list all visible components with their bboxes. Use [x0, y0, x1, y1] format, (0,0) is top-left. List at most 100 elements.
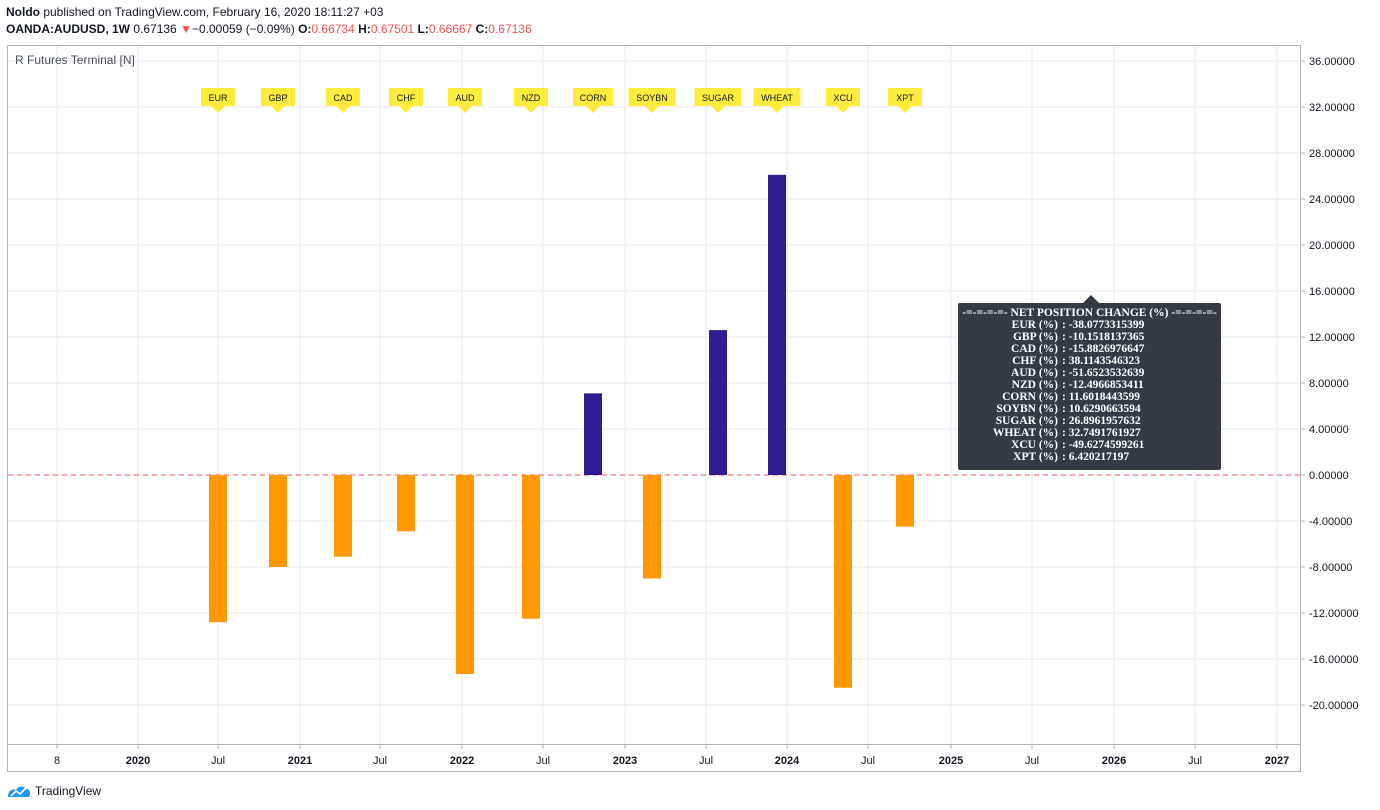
flag-marker	[326, 88, 360, 113]
bar-cad	[334, 475, 352, 557]
tooltip-row-value: : 32.7491761927	[1062, 427, 1141, 439]
price-axis-label: 24.00000	[1309, 194, 1355, 206]
tooltip-row-value: : 26.8961957632	[1062, 415, 1141, 427]
flag-label-sugar: SUGAR	[702, 93, 735, 103]
tooltip-row-value: : -12.4966853411	[1062, 379, 1144, 391]
tooltip-row: XPT (%): 6.420217197	[958, 451, 1221, 463]
time-axis-label: Jul	[699, 755, 713, 767]
flag-label-cad: CAD	[333, 93, 353, 103]
tradingview-brand: TradingView	[35, 784, 102, 798]
flag-label-chf: CHF	[397, 93, 416, 103]
time-axis-label: 2020	[126, 755, 150, 767]
flag-label-xcu: XCU	[833, 93, 852, 103]
tooltip-rows: EUR (%): -38.0773315399 GBP (%): -10.1518…	[958, 319, 1221, 463]
flag-label-corn: CORN	[580, 93, 607, 103]
price-axis-label: 8.00000	[1309, 378, 1349, 390]
symbol-name[interactable]: OANDA:AUDUSD, 1W	[6, 22, 130, 36]
indicator-title[interactable]: R Futures Terminal [N]	[15, 53, 135, 67]
published-text: published on TradingView.com, February 1…	[40, 5, 384, 19]
flag-marker	[694, 88, 742, 113]
time-axis-label: Jul	[373, 755, 387, 767]
flag-marker	[201, 88, 235, 113]
flag-marker	[573, 88, 613, 113]
bar-gbp	[269, 475, 287, 567]
bar-xcu	[834, 475, 852, 688]
high-label: H:	[358, 22, 371, 36]
time-axis-label: 2021	[288, 755, 312, 767]
tooltip-row-value: : -51.6523532639	[1062, 367, 1145, 379]
tradingview-logo[interactable]: TradingView	[6, 784, 101, 798]
tooltip-row-value: : -10.1518137365	[1062, 331, 1145, 343]
tooltip-row: SOYBN (%): 10.6290663594	[958, 403, 1221, 415]
price-axis-label: 28.00000	[1309, 148, 1355, 160]
tooltip-row-name: CAD (%)	[1011, 343, 1058, 355]
tooltip-row-value: : 11.6018443599	[1062, 391, 1140, 403]
flag-marker	[753, 88, 801, 113]
bar-eur	[209, 475, 227, 623]
flag-marker	[261, 88, 295, 113]
bar-aud	[456, 475, 474, 674]
symbol-legend: OANDA:AUDUSD, 1W 0.67136 ▼−0.00059 (−0.0…	[6, 22, 532, 36]
tooltip-row-value: : -15.8826976647	[1062, 343, 1145, 355]
bar-corn	[584, 393, 602, 475]
flag-label-soybn: SOYBN	[636, 93, 668, 103]
flag-label-gbp: GBP	[268, 93, 287, 103]
flag-label-nzd: NZD	[522, 93, 541, 103]
close-label: C:	[475, 22, 489, 36]
tradingview-logo-icon	[8, 786, 30, 797]
tooltip-row-value: : -49.6274599261	[1062, 439, 1145, 451]
flag-marker	[514, 88, 548, 113]
tooltip-row-value: : 10.6290663594	[1062, 403, 1141, 415]
bar-soybn	[643, 475, 661, 579]
time-axis-label: 2026	[1102, 755, 1126, 767]
tooltip-row: XCU (%) : -49.6274599261	[958, 439, 1221, 451]
tooltip-row: CORN (%): 11.6018443599	[958, 391, 1221, 403]
open-label: O:	[298, 22, 312, 36]
price-axis-label: 36.00000	[1309, 56, 1355, 68]
bar-nzd	[522, 475, 540, 619]
tooltip-row: SUGAR (%) : 26.8961957632	[958, 415, 1221, 427]
tooltip-row-name: XPT (%)	[1013, 451, 1058, 463]
tooltip-row-name: SUGAR (%)	[995, 415, 1058, 427]
price-axis-label: -4.00000	[1309, 516, 1352, 528]
time-axis-label: Jul	[861, 755, 875, 767]
tooltip-arrow	[1083, 295, 1099, 303]
flag-marker	[888, 88, 922, 113]
time-axis-label: 2027	[1265, 755, 1289, 767]
net-position-tooltip: -=-=-=-=- NET POSITION CHANGE (%) -=-=-=…	[958, 303, 1221, 470]
price-axis-label: 32.00000	[1309, 102, 1355, 114]
time-axis-label: 2023	[613, 755, 637, 767]
tooltip-row-name: CHF (%)	[1012, 355, 1058, 367]
price-axis-label: 0.00000	[1309, 470, 1349, 482]
price-axis-label: -8.00000	[1309, 562, 1352, 574]
tooltip-row-name: XCU (%)	[1011, 439, 1058, 451]
tooltip-row-value: : 38.1143546323	[1062, 355, 1140, 367]
flag-marker	[448, 88, 482, 113]
tooltip-row: GBP (%): -10.1518137365	[958, 331, 1221, 343]
flag-label-aud: AUD	[455, 93, 475, 103]
tooltip-row: AUD (%): -51.6523532639	[958, 367, 1221, 379]
price-axis-label: 4.00000	[1309, 424, 1349, 436]
time-axis-border	[7, 744, 1301, 745]
tooltip-row-name: NZD (%)	[1011, 379, 1058, 391]
flag-label-xpt: XPT	[896, 93, 914, 103]
high-value: 0.67501	[370, 22, 415, 36]
time-axis-label: Jul	[536, 755, 550, 767]
last-price: 0.67136	[133, 22, 177, 36]
price-axis-label: 16.00000	[1309, 286, 1355, 298]
author-name[interactable]: Noldo	[6, 5, 40, 19]
flag-marker	[826, 88, 860, 113]
bar-xpt	[896, 475, 914, 527]
bottom-border	[7, 771, 1301, 772]
time-axis-label: Jul	[1025, 755, 1039, 767]
tooltip-row: WHEAT (%) : 32.7491761927	[958, 427, 1221, 439]
tooltip-row: NZD (%) : -12.4966853411	[958, 379, 1221, 391]
price-axis-label: 12.00000	[1309, 332, 1355, 344]
close-value: 0.67136	[488, 22, 532, 36]
flag-label-wheat: WHEAT	[761, 93, 793, 103]
flag-label-eur: EUR	[208, 93, 228, 103]
tooltip-row-name: WHEAT (%)	[992, 427, 1058, 439]
low-value: 0.66667	[428, 22, 473, 36]
time-axis-label: 2024	[775, 755, 800, 767]
